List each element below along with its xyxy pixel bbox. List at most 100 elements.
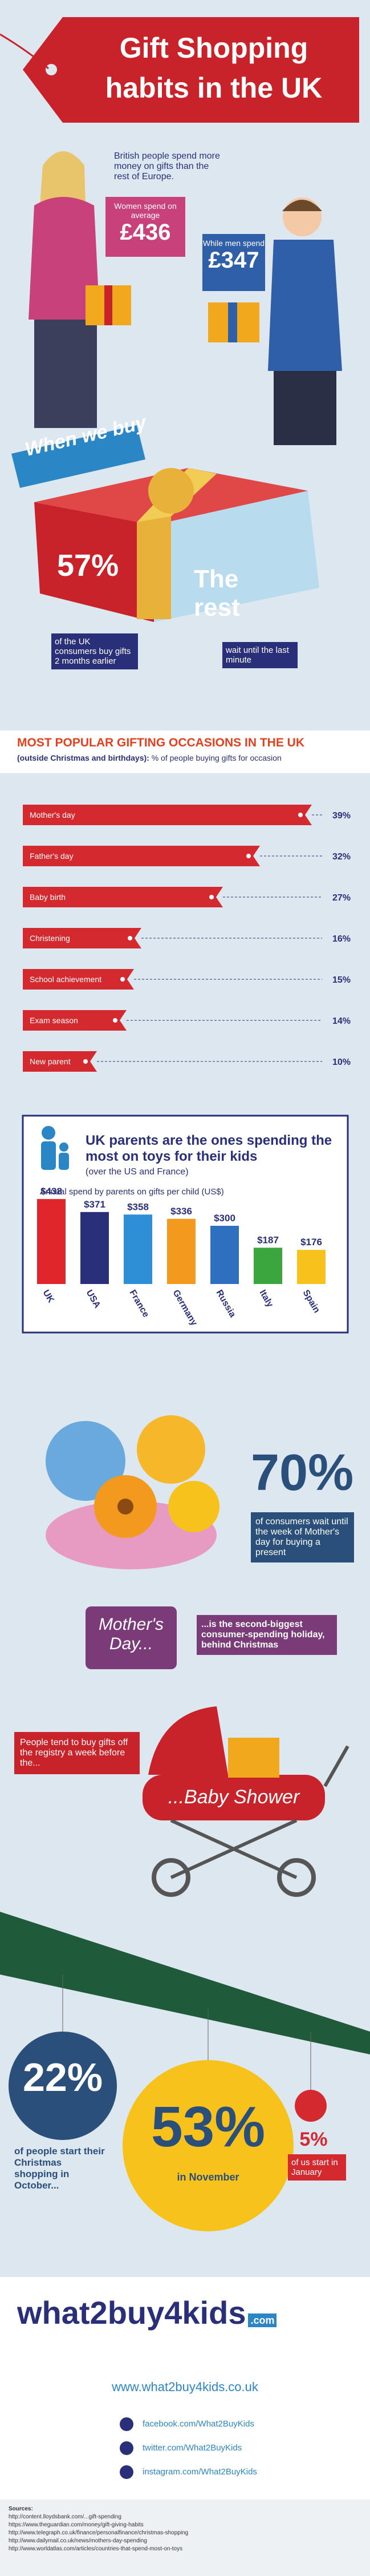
bar (80, 1212, 109, 1284)
mothers-badge: Mother's Day... (98, 1615, 164, 1653)
ribbon-bar (23, 846, 260, 866)
early-text: of the UK consumers buy gifts 2 months e… (51, 633, 138, 669)
october-value: 22% (23, 2055, 103, 2099)
early-value: 57% (57, 548, 119, 583)
title-line: habits in the UK (105, 72, 323, 104)
leader-dot (298, 813, 303, 817)
rest-label: The rest (194, 565, 240, 621)
parents-icon (41, 1126, 69, 1170)
category-label: School achievement (30, 975, 101, 984)
rest-text: wait until the last minute (222, 642, 298, 668)
men-box: While men spend £347 (202, 234, 265, 291)
leader-dot (113, 1018, 117, 1023)
sources-bg (0, 2500, 370, 2576)
banner (11, 425, 145, 488)
flowers (46, 1415, 219, 1569)
value-label: $371 (84, 1199, 105, 1210)
men-value: £347 (208, 248, 259, 273)
source-line: http://www.worldatlas.com/articles/count… (9, 2546, 183, 2552)
man-figure (208, 197, 342, 445)
leader-dot (83, 1059, 88, 1064)
source-line: http://www.telegraph.co.uk/finance/perso… (9, 2530, 189, 2536)
category-label: Mother's day (30, 810, 75, 819)
sources-title: Sources: (9, 2506, 33, 2512)
bar (210, 1226, 239, 1284)
twitter-link[interactable]: twitter.com/What2BuyKids (143, 2443, 242, 2453)
ribbon-bar (23, 805, 312, 825)
november-value: 53% (151, 2095, 266, 2159)
website[interactable]: www.what2buy4kids.co.uk (112, 2380, 258, 2394)
tag-string (0, 33, 49, 70)
ribbon-bar (23, 969, 134, 990)
women-box: Women spend on average £436 (105, 197, 185, 257)
mothers-note: ...is the second-biggest consumer-spendi… (197, 1615, 337, 1655)
ribbon-bar (23, 887, 223, 907)
category-label: Christening (30, 934, 70, 943)
bar (254, 1247, 282, 1284)
social-icons (120, 2417, 133, 2479)
header-tag (23, 17, 359, 123)
leader-dot (246, 854, 251, 858)
source-line: http://content.lloydsbank.com/...gift-sp… (9, 2514, 121, 2520)
logo-suffix: .com (248, 2313, 277, 2327)
value-label: 10% (332, 1057, 351, 1067)
occasions-title: MOST POPULAR GIFTING OCCASIONS IN THE UK (17, 736, 305, 749)
value-label: $336 (170, 1206, 192, 1217)
instagram-link[interactable]: instagram.com/What2BuyKids (143, 2467, 257, 2477)
value-label: $187 (257, 1234, 279, 1245)
tag-hole (46, 64, 57, 75)
facebook-link[interactable]: facebook.com/What2BuyKids (143, 2419, 254, 2429)
ribbon-bar (23, 928, 141, 948)
leader-dot (209, 895, 214, 899)
women-value: £436 (120, 220, 171, 245)
bar (37, 1199, 66, 1284)
category-label: Father's day (30, 851, 74, 861)
category-label: Baby birth (30, 893, 66, 902)
shower-text: People tend to buy gifts off the registr… (14, 1732, 140, 1774)
pram (143, 1706, 349, 1897)
category-label: New parent (30, 1057, 71, 1066)
ribbon-bar (23, 1051, 97, 1072)
november-text: in November (177, 2171, 239, 2183)
woman-figure (29, 151, 131, 428)
gift-box (34, 468, 319, 622)
value-label: $438 (40, 1186, 62, 1197)
value-label: $358 (127, 1201, 149, 1212)
shower-badge: ...Baby Shower (168, 1786, 300, 1808)
note: % of people buying gifts for occasion (151, 753, 282, 762)
occasions-header-bg (0, 730, 370, 773)
mothers-text: of consumers wait until the week of Moth… (251, 1512, 354, 1562)
category-label: Exam season (30, 1016, 78, 1025)
ornaments (9, 1975, 327, 2231)
value-label: $176 (300, 1237, 322, 1247)
value-label: 16% (332, 934, 351, 944)
subtitle: (outside Christmas and birthdays): (17, 753, 149, 762)
toys-subtitle: (over the US and France) (86, 1167, 189, 1177)
sources: Sources: http://content.lloydsbank.com/.… (9, 2505, 362, 2553)
value-label: 32% (332, 852, 351, 862)
mothers-value: 70% (251, 1444, 354, 1501)
value-label: 14% (332, 1016, 351, 1026)
source-line: http://www.dailymail.co.uk/news/mothers-… (9, 2538, 147, 2544)
value-label: 39% (332, 811, 351, 821)
toys-note: Annual spend by parents on gifts per chi… (40, 1187, 224, 1197)
bar (124, 1214, 152, 1284)
october-text: of people start their Christmas shopping… (14, 2146, 105, 2191)
logo-text: what2buy4kids (17, 2295, 246, 2331)
leader-dot (128, 936, 132, 940)
value-label: 15% (332, 975, 351, 985)
bar (167, 1218, 196, 1284)
intro-text: British people spend more money on gifts… (114, 151, 220, 181)
women-label: Women spend on average (114, 201, 177, 220)
mothers-day-badge (86, 1606, 177, 1669)
title-line: Gift Shopping (119, 32, 308, 64)
footer-bg (0, 2277, 370, 2500)
bar (297, 1250, 326, 1284)
value-label: $300 (214, 1213, 235, 1224)
leader-dot (120, 977, 125, 982)
tree-branch (0, 1912, 370, 2054)
january-value: 5% (299, 2129, 328, 2150)
logo: what2buy4kids .com (17, 2294, 277, 2331)
